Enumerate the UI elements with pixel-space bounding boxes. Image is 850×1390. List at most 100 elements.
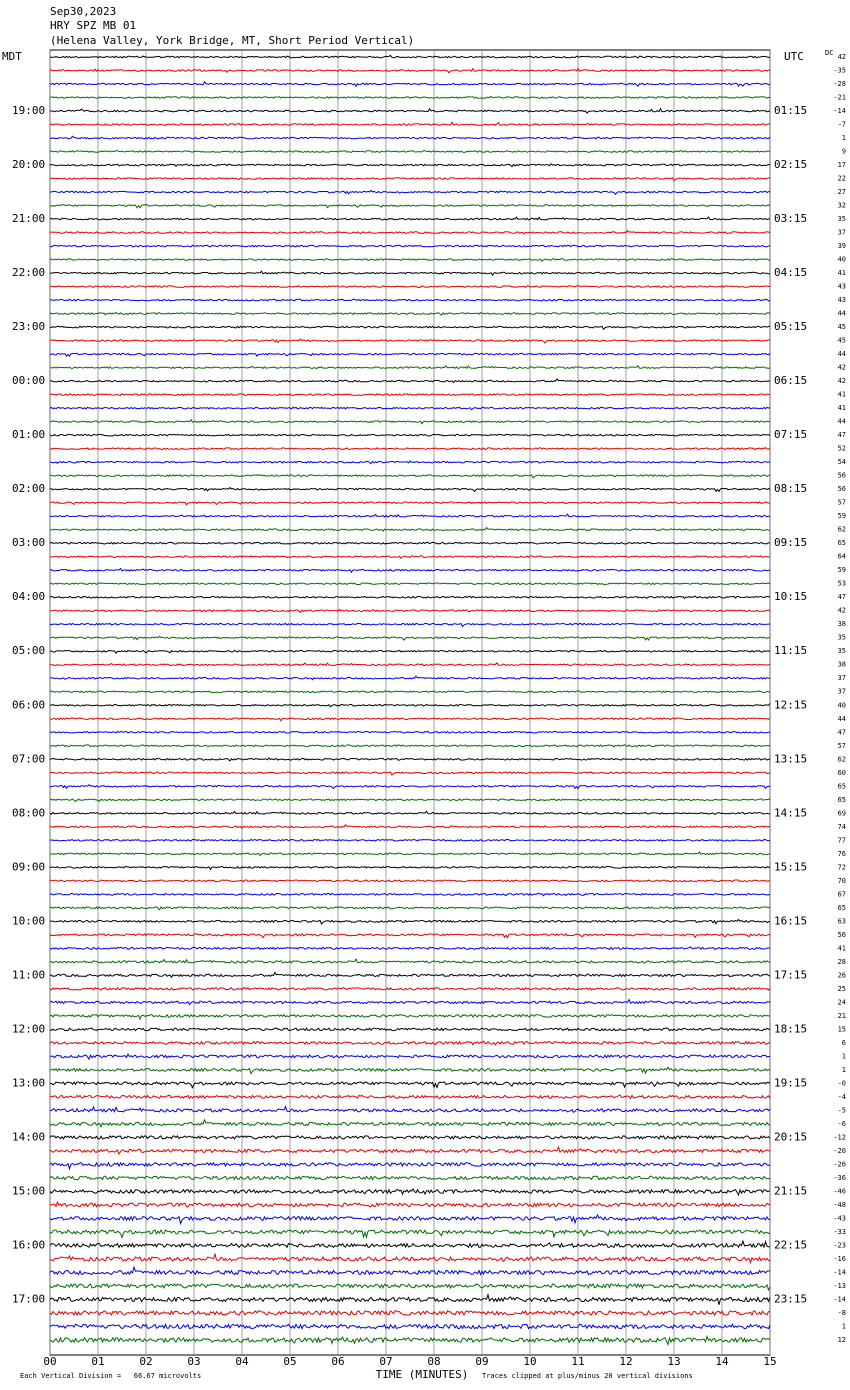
dc-offset: -7 bbox=[838, 121, 846, 129]
trace bbox=[49, 1265, 771, 1276]
trace bbox=[49, 244, 771, 248]
left-time-label: 20:00 bbox=[12, 158, 45, 171]
trace bbox=[49, 54, 771, 59]
trace bbox=[49, 622, 771, 628]
dc-offset: -43 bbox=[833, 1214, 846, 1222]
trace bbox=[49, 541, 771, 545]
dc-offset: 25 bbox=[838, 985, 846, 993]
left-time-label: 13:00 bbox=[12, 1076, 45, 1089]
trace bbox=[49, 67, 771, 74]
trace bbox=[49, 406, 771, 411]
trace bbox=[50, 608, 771, 614]
trace bbox=[49, 1135, 771, 1141]
trace bbox=[49, 325, 770, 331]
trace bbox=[49, 986, 771, 991]
dc-offset: 44 bbox=[838, 715, 846, 723]
x-tick-label: 05 bbox=[283, 1355, 296, 1368]
dc-offset: 1 bbox=[842, 1066, 846, 1074]
trace bbox=[49, 433, 771, 437]
dc-offset: 57 bbox=[838, 499, 846, 507]
dc-offset: 41 bbox=[838, 391, 846, 399]
dc-offset: -26 bbox=[833, 1160, 846, 1168]
trace bbox=[49, 1013, 771, 1021]
left-time-label: 04:00 bbox=[12, 590, 45, 603]
trace bbox=[49, 270, 771, 276]
trace bbox=[49, 905, 771, 911]
dc-offset: -14 bbox=[833, 1268, 846, 1276]
dc-offset: 63 bbox=[838, 917, 846, 925]
trace bbox=[49, 460, 771, 465]
clip-note: Traces clipped at plus/minus 20 vertical… bbox=[482, 1372, 693, 1380]
dc-offset: 17 bbox=[838, 161, 846, 169]
trace bbox=[49, 1323, 771, 1330]
dc-offset: 65 bbox=[838, 796, 846, 804]
dc-offset: -8 bbox=[838, 1309, 846, 1317]
left-time-label: 11:00 bbox=[12, 968, 45, 981]
dc-offset: 37 bbox=[838, 674, 846, 682]
left-time-label: 01:00 bbox=[12, 428, 45, 441]
trace bbox=[49, 1040, 771, 1046]
trace bbox=[49, 703, 771, 708]
dc-offset: 59 bbox=[838, 512, 846, 520]
right-time-label: 23:15 bbox=[774, 1292, 807, 1305]
trace bbox=[49, 1118, 771, 1129]
dc-offset: 6 bbox=[842, 1039, 846, 1047]
dc-offset: -28 bbox=[833, 80, 846, 88]
trace bbox=[49, 661, 771, 667]
dc-offset: 70 bbox=[838, 877, 846, 885]
trace bbox=[49, 121, 771, 126]
dc-offset: 39 bbox=[838, 242, 846, 250]
trace bbox=[49, 1252, 771, 1265]
dc-offset: 9 bbox=[842, 148, 846, 156]
dc-offset: 72 bbox=[838, 863, 846, 871]
x-tick-label: 03 bbox=[187, 1355, 200, 1368]
dc-offset: 65 bbox=[838, 904, 846, 912]
dc-offset: -6 bbox=[838, 1120, 846, 1128]
x-tick-label: 02 bbox=[139, 1355, 152, 1368]
left-time-label: 14:00 bbox=[12, 1130, 45, 1143]
x-axis-label: TIME (MINUTES) bbox=[376, 1368, 469, 1381]
x-tick-label: 15 bbox=[763, 1355, 776, 1368]
dc-offset: 42 bbox=[838, 364, 846, 372]
left-time-label: 12:00 bbox=[12, 1022, 45, 1035]
dc-offset: 38 bbox=[838, 620, 846, 628]
trace bbox=[50, 107, 771, 115]
dc-offset: -13 bbox=[833, 1282, 846, 1290]
trace bbox=[50, 285, 771, 289]
left-time-label: 10:00 bbox=[12, 914, 45, 927]
dc-offset: 65 bbox=[838, 782, 846, 790]
dc-offset: 1 bbox=[842, 1052, 846, 1060]
dc-offset: 12 bbox=[838, 1336, 846, 1344]
trace bbox=[49, 946, 771, 951]
trace bbox=[49, 177, 771, 182]
right-time-label: 11:15 bbox=[774, 644, 807, 657]
trace bbox=[49, 918, 771, 925]
trace bbox=[49, 933, 771, 939]
dc-offset: 62 bbox=[838, 526, 846, 534]
dc-offset: -33 bbox=[833, 1228, 846, 1236]
trace bbox=[49, 567, 771, 574]
dc-label: DC bbox=[825, 49, 833, 57]
trace bbox=[49, 1334, 771, 1347]
trace bbox=[49, 1161, 771, 1171]
trace bbox=[49, 229, 771, 235]
trace bbox=[49, 81, 771, 88]
dc-offset: -4 bbox=[838, 1093, 846, 1101]
right-time-label: 06:15 bbox=[774, 374, 807, 387]
trace bbox=[49, 258, 771, 262]
x-tick-label: 07 bbox=[379, 1355, 392, 1368]
trace bbox=[49, 838, 771, 842]
trace bbox=[49, 311, 771, 316]
left-time-label: 21:00 bbox=[12, 212, 45, 225]
dc-offset: 27 bbox=[838, 188, 846, 196]
trace bbox=[49, 784, 771, 790]
right-time-label: 10:15 bbox=[774, 590, 807, 603]
trace bbox=[49, 1066, 771, 1075]
right-time-label: 02:15 bbox=[774, 158, 807, 171]
dc-offset: -48 bbox=[833, 1201, 846, 1209]
trace bbox=[49, 1228, 771, 1240]
dc-offset: 40 bbox=[838, 256, 846, 264]
left-time-label: 19:00 bbox=[12, 104, 45, 117]
trace bbox=[49, 1053, 770, 1061]
dc-offset: -21 bbox=[833, 94, 846, 102]
